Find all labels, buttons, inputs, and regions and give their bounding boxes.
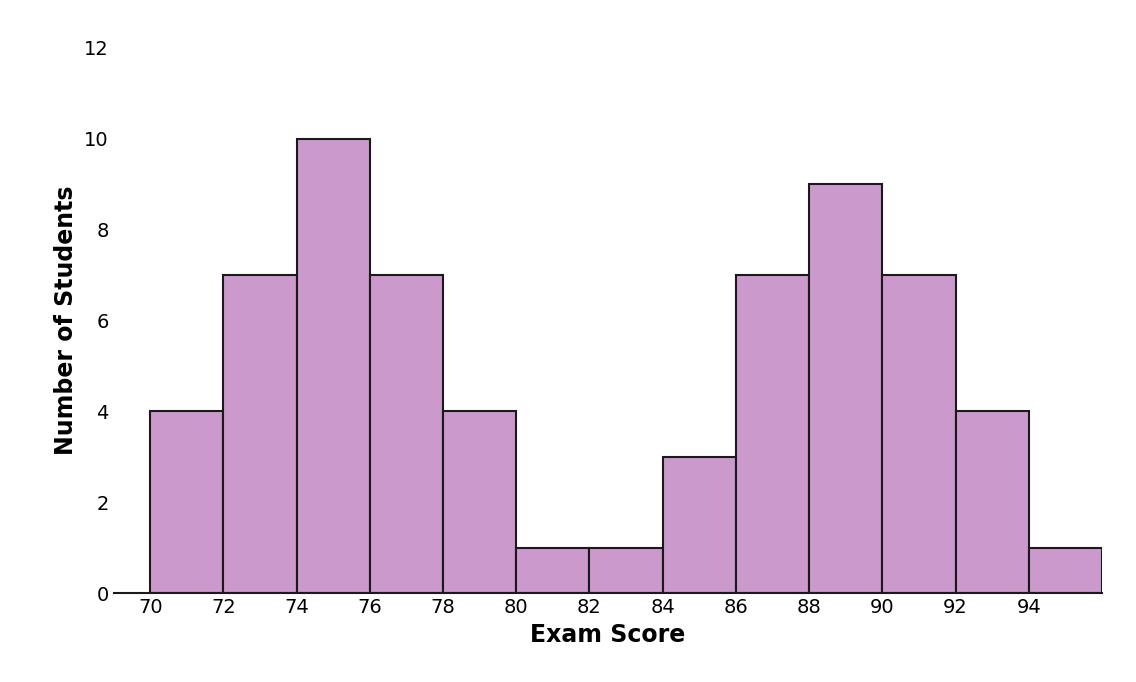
Bar (516, 548, 590, 593)
X-axis label: Exam Score: Exam Score (531, 623, 685, 647)
Bar (296, 138, 370, 593)
Bar (809, 184, 883, 593)
Bar (662, 457, 736, 593)
Bar (1029, 548, 1102, 593)
Bar (736, 275, 809, 593)
Bar (590, 548, 662, 593)
Bar (443, 411, 516, 593)
Bar (955, 411, 1029, 593)
Y-axis label: Number of Students: Number of Students (55, 186, 78, 456)
Bar (883, 275, 955, 593)
Bar (224, 275, 296, 593)
Bar (150, 411, 224, 593)
Bar (370, 275, 443, 593)
